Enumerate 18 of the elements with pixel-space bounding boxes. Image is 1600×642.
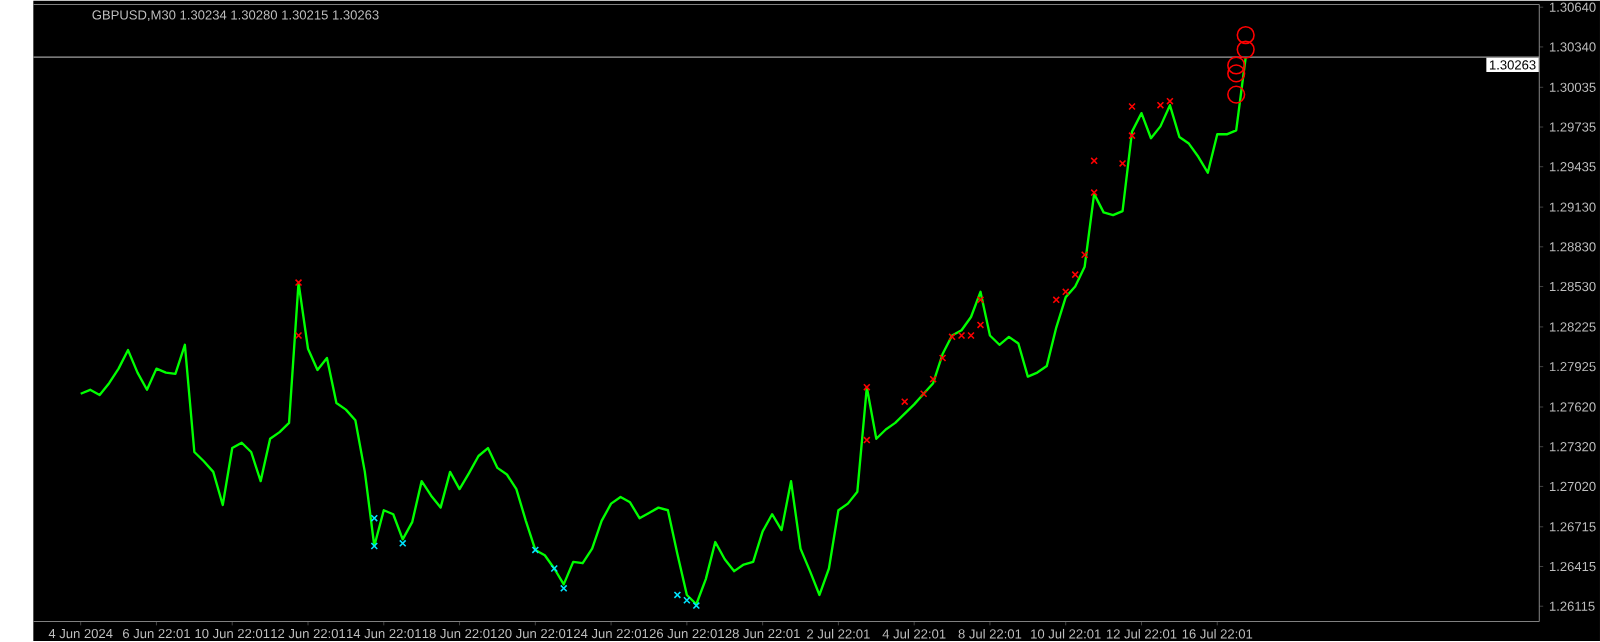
- point: [1227, 85, 1246, 104]
- point: [294, 331, 303, 339]
- point: [398, 539, 407, 547]
- point: [559, 584, 568, 592]
- point: [1118, 159, 1127, 167]
- point: [863, 435, 871, 444]
- point: [1236, 40, 1255, 59]
- point: [1236, 25, 1255, 44]
- point: [1227, 55, 1246, 75]
- point: [929, 375, 937, 383]
- point: [294, 278, 303, 286]
- point: [900, 397, 909, 406]
- point: [1061, 287, 1070, 296]
- point: [1080, 250, 1089, 259]
- point: [1090, 156, 1098, 165]
- point: [1052, 295, 1060, 304]
- point: [1227, 63, 1246, 83]
- point: [863, 382, 871, 391]
